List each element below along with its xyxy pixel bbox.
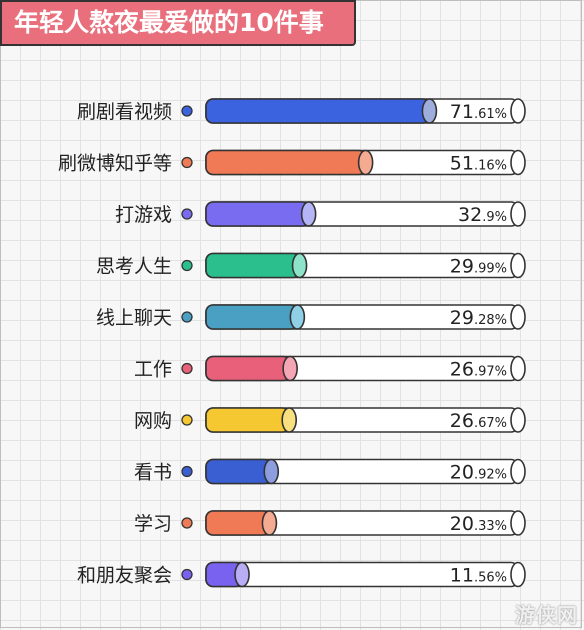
data-label: 71.61% — [450, 101, 507, 123]
category-marker — [181, 259, 193, 272]
category-marker — [181, 311, 193, 323]
data-label: 20.33% — [450, 513, 507, 535]
bar — [205, 407, 291, 433]
data-label: 26.97% — [450, 359, 507, 381]
bar — [205, 510, 271, 536]
bar — [205, 149, 367, 176]
track-cap — [510, 510, 526, 536]
bar-cap — [289, 304, 306, 330]
bar-cap — [263, 458, 280, 485]
bar-cap — [300, 201, 317, 227]
category-marker — [181, 465, 193, 478]
track-cap — [510, 98, 526, 124]
bar-cap — [234, 561, 250, 588]
bar-cap — [291, 252, 308, 279]
bar-cap — [421, 98, 438, 124]
data-label: 26.67% — [450, 410, 507, 432]
track-cap — [510, 304, 526, 330]
bar-row: 看书 20.92% — [134, 458, 526, 485]
data-label: 29.99% — [450, 256, 507, 278]
data-label: 11.56% — [450, 565, 507, 587]
data-label: 29.28% — [450, 307, 507, 329]
category-marker — [181, 517, 193, 529]
category-label: 学习 — [134, 513, 172, 535]
bar-row: 刷剧看视频 71.61% — [77, 98, 526, 124]
category-label: 打游戏 — [115, 204, 172, 226]
track-cap — [510, 407, 526, 433]
track-cap — [510, 561, 526, 588]
watermark: 游侠网 — [515, 603, 578, 627]
bar-row: 学习 20.33% — [134, 510, 526, 536]
bar — [205, 201, 310, 227]
bar — [205, 98, 431, 124]
category-label: 和朋友聚会 — [77, 565, 172, 587]
track-cap — [510, 201, 526, 227]
track-cap — [510, 355, 526, 382]
category-marker — [181, 105, 193, 117]
bar-cap — [282, 355, 298, 382]
category-marker — [181, 362, 193, 375]
bar-row: 打游戏 32.9% — [115, 201, 526, 227]
category-marker — [181, 208, 193, 220]
category-label: 刷剧看视频 — [77, 101, 172, 123]
bar-cap — [357, 149, 374, 176]
bar — [205, 252, 301, 279]
track-cap — [510, 149, 526, 176]
category-label: 看书 — [134, 462, 172, 484]
bar-row: 线上聊天 29.28% — [96, 304, 526, 330]
category-marker — [181, 156, 193, 169]
bar-row: 工作 26.97% — [134, 355, 526, 382]
track-cap — [510, 458, 526, 485]
bar-cap — [281, 407, 298, 433]
bar-row: 和朋友聚会 11.56% — [77, 561, 526, 588]
chart-title: 年轻人熬夜最爱做的10件事 — [0, 0, 356, 46]
category-label: 线上聊天 — [96, 307, 172, 329]
bar — [205, 355, 291, 382]
category-label: 思考人生 — [96, 256, 172, 278]
data-label: 51.16% — [450, 153, 507, 175]
data-label: 32.9% — [458, 204, 507, 226]
category-label: 工作 — [134, 359, 172, 381]
bar-cap — [261, 510, 278, 536]
category-marker — [181, 568, 193, 581]
track-cap — [510, 252, 526, 279]
bar-row: 网购 26.67% — [134, 407, 526, 433]
category-marker — [181, 414, 193, 426]
bar-row: 思考人生 29.99% — [96, 252, 526, 279]
category-label: 刷微博知乎等 — [58, 153, 172, 175]
bar — [205, 458, 273, 485]
bar-row: 刷微博知乎等 51.16% — [58, 149, 526, 176]
bar — [205, 304, 299, 330]
category-label: 网购 — [134, 410, 172, 432]
data-label: 20.92% — [450, 462, 507, 484]
